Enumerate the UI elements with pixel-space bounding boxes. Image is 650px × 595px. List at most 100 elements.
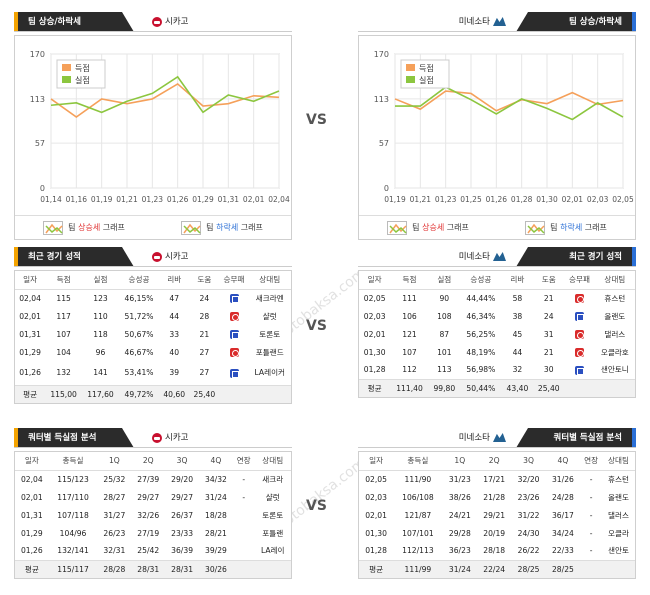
table-row: 02,05 111/90 31/23 17/21 32/20 31/26 - 휴스턴 xyxy=(359,470,635,488)
down-graph-legend[interactable]: 팀 하락세 그래프 xyxy=(525,220,607,235)
table-cell: 02,01 xyxy=(19,311,41,321)
x-tick-label: 01,31 xyxy=(218,195,240,204)
table-cell: 33 xyxy=(169,329,180,339)
average-cell: 28/31 xyxy=(165,559,200,578)
column-header: 2Q xyxy=(477,452,512,471)
table-cell: 02,04 xyxy=(19,293,41,303)
table-cell: 02,04 xyxy=(20,474,43,484)
table-cell: 121/87 xyxy=(404,510,432,520)
table-cell: 44 xyxy=(169,311,180,321)
average-cell: 28/28 xyxy=(97,559,132,578)
table-cell: 26/37 xyxy=(171,510,194,520)
table-cell: 45 xyxy=(512,329,523,339)
table-cell: 21 xyxy=(543,293,554,303)
legend-label: 득점 xyxy=(75,63,90,73)
legend-swatch xyxy=(62,76,71,83)
table-cell: 29/27 xyxy=(137,492,160,502)
table-cell: 48,19% xyxy=(466,347,496,357)
average-row: 평균 115/117 28/28 28/31 28/31 30/26 xyxy=(15,559,291,578)
average-row: 평균 115,00 117,60 49,72% 40,60 25,40 xyxy=(15,384,291,403)
table-cell: 39/29 xyxy=(205,546,227,556)
x-tick-label: 02,05 xyxy=(612,195,634,204)
table-cell: - xyxy=(242,492,246,502)
table-cell: 107/101 xyxy=(402,528,434,538)
x-tick-label: 01,23 xyxy=(142,195,164,204)
table-cell: 108 xyxy=(437,311,452,321)
venue-cell xyxy=(219,307,248,325)
away-game-icon xyxy=(229,294,239,303)
average-cell: 평균 xyxy=(15,559,49,578)
y-tick-label: 57 xyxy=(35,139,45,148)
table-cell: 02,03 xyxy=(363,311,386,321)
average-cell: 117,60 xyxy=(82,384,119,403)
opponent-cell: 토론토 xyxy=(262,510,284,520)
table-cell: - xyxy=(589,510,593,520)
trend-chart-box: 0 57 113 170 01,14 01,16 01,19 01,21 01,23 01,26 0… xyxy=(14,35,292,240)
bulls-logo-icon xyxy=(152,432,162,443)
table-row: 01,31 107/118 31/27 32/26 26/37 18/28 토론토 xyxy=(15,506,291,524)
table-cell: 39 xyxy=(169,368,180,378)
average-cell: 28/25 xyxy=(545,559,581,578)
column-header: 1Q xyxy=(97,452,132,471)
table-cell: 46,67% xyxy=(124,347,154,357)
quarter-table: 일자 총득실 1Q 2Q 3Q 4Q 연장 상대팀 02,05 111/90 31/23 17/21… xyxy=(359,452,635,578)
column-header: 리바 xyxy=(159,271,190,290)
table-cell: 21 xyxy=(199,329,210,339)
table-cell: 110 xyxy=(93,311,108,321)
average-cell xyxy=(564,378,595,397)
column-header: 일자 xyxy=(15,452,49,471)
table-cell: 58 xyxy=(512,293,523,303)
table-cell: 23/33 xyxy=(171,528,194,538)
table-cell: 27/19 xyxy=(137,528,160,538)
average-cell: 111,40 xyxy=(390,378,429,397)
average-cell: 49,72% xyxy=(118,384,160,403)
average-cell xyxy=(232,559,255,578)
table-cell: 132 xyxy=(56,368,71,378)
table-cell: 46,15% xyxy=(124,293,154,303)
team-name: 미네소타 xyxy=(459,247,506,267)
table-cell: 112/113 xyxy=(402,546,434,556)
column-header: 리바 xyxy=(501,271,534,290)
legend-swatch xyxy=(406,76,415,83)
table-cell: 02,01 xyxy=(20,492,43,502)
down-graph-legend[interactable]: 팀 하락세 그래프 xyxy=(181,220,263,235)
timberwolves-logo-icon xyxy=(493,17,506,26)
table-cell: 21 xyxy=(543,347,554,357)
opponent-cell: 댈러스 xyxy=(604,329,626,339)
y-tick-label: 0 xyxy=(40,184,45,193)
table-cell: 29/27 xyxy=(171,492,194,502)
up-graph-legend[interactable]: 팀 상승세 그래프 xyxy=(43,220,125,235)
table-cell: 29/20 xyxy=(171,474,194,484)
table-cell: 01,31 xyxy=(19,329,41,339)
home-game-icon xyxy=(575,347,585,357)
table-cell: 32/31 xyxy=(103,546,126,556)
average-cell xyxy=(580,559,603,578)
opponent-cell: 올랜도 xyxy=(608,492,629,502)
up-graph-legend[interactable]: 팀 상승세 그래프 xyxy=(387,220,469,235)
column-header: 연장 xyxy=(580,452,603,471)
column-header: 도움 xyxy=(533,271,565,290)
table-cell: 21/28 xyxy=(483,492,506,502)
average-cell: 25,40 xyxy=(533,378,565,397)
table-cell: 24/21 xyxy=(448,510,471,520)
average-cell xyxy=(594,378,635,397)
column-header: 2Q xyxy=(131,452,166,471)
table-cell: 27 xyxy=(199,347,210,357)
table-cell: 02,01 xyxy=(365,510,387,520)
opponent-cell: 새크라 xyxy=(262,474,284,484)
average-cell: 28/25 xyxy=(511,559,546,578)
venue-cell xyxy=(219,343,248,361)
table-row: 01,29 104/96 26/23 27/19 23/33 28/21 포틀랜 xyxy=(15,524,291,542)
table-cell: 111 xyxy=(402,293,417,303)
table-cell: 01,29 xyxy=(19,347,41,357)
table-cell: 31/26 xyxy=(551,474,574,484)
right-trend-panel: 팀 상승/하락세 미네소타 0 57 113 170 01,19 01,21 01,23 01… xyxy=(358,12,636,240)
x-tick-label: 02,03 xyxy=(587,195,609,204)
bulls-logo-icon xyxy=(152,251,162,262)
table-cell: 56,98% xyxy=(466,365,496,375)
column-header: 상대팀 xyxy=(594,271,635,290)
table-cell: 106 xyxy=(402,311,417,321)
column-header: 일자 xyxy=(359,271,391,290)
team-name: 시카고 xyxy=(152,247,188,267)
down-graph-icon xyxy=(181,220,202,235)
